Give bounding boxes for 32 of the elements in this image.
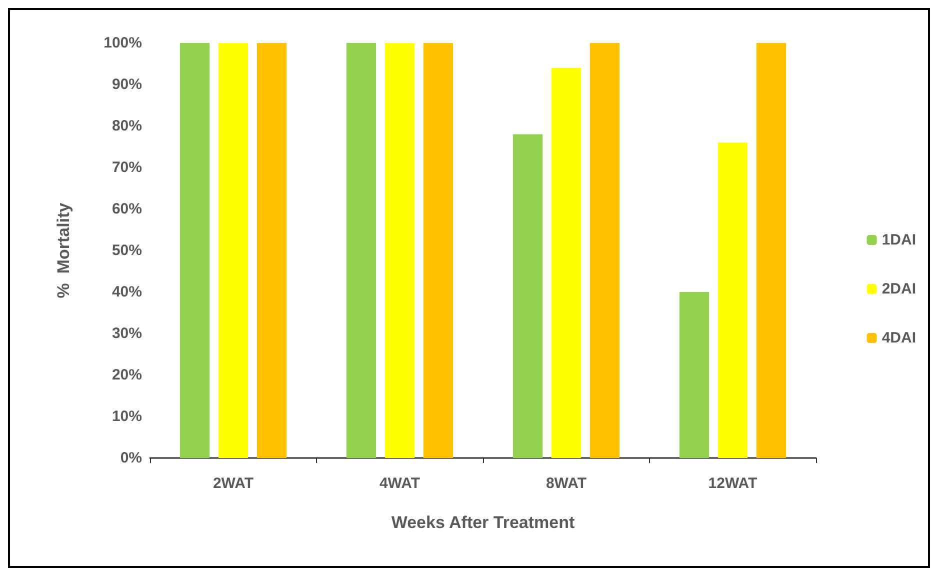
y-tick-label: 10% (112, 408, 142, 425)
y-tick-label: 50% (112, 242, 142, 259)
bar (512, 134, 543, 458)
y-tick-label: 60% (112, 200, 142, 218)
x-tick-label: 4WAT (379, 475, 420, 492)
x-tick-label: 2WAT (212, 475, 254, 492)
legend-label: 1DAI (882, 232, 916, 248)
y-tick-label: 20% (112, 366, 142, 384)
y-tick-label: 70% (112, 159, 142, 176)
y-tick-label: 80% (112, 118, 142, 134)
bar (180, 43, 210, 458)
bar (590, 43, 620, 458)
y-tick-label: 90% (112, 76, 142, 93)
bar (679, 292, 710, 458)
x-tick-label: 8WAT (546, 475, 587, 492)
bar (718, 142, 748, 458)
y-axis-title: % Mortality (54, 202, 73, 298)
bar (218, 43, 248, 458)
legend-label: 2DAI (882, 280, 916, 298)
x-axis-title: Weeks After Treatment (391, 513, 575, 532)
bar (384, 43, 415, 458)
bar (551, 68, 582, 458)
legend-label: 4DAI (882, 330, 916, 346)
y-tick-label: 0% (120, 450, 142, 466)
x-tick-label: 12WAT (708, 475, 758, 492)
bar (256, 43, 287, 458)
bar (756, 43, 786, 458)
bar (423, 43, 454, 458)
bar (346, 43, 376, 458)
y-tick-label: 100% (104, 34, 142, 52)
y-tick-label: 30% (112, 325, 142, 342)
y-tick-label: 40% (112, 284, 142, 300)
